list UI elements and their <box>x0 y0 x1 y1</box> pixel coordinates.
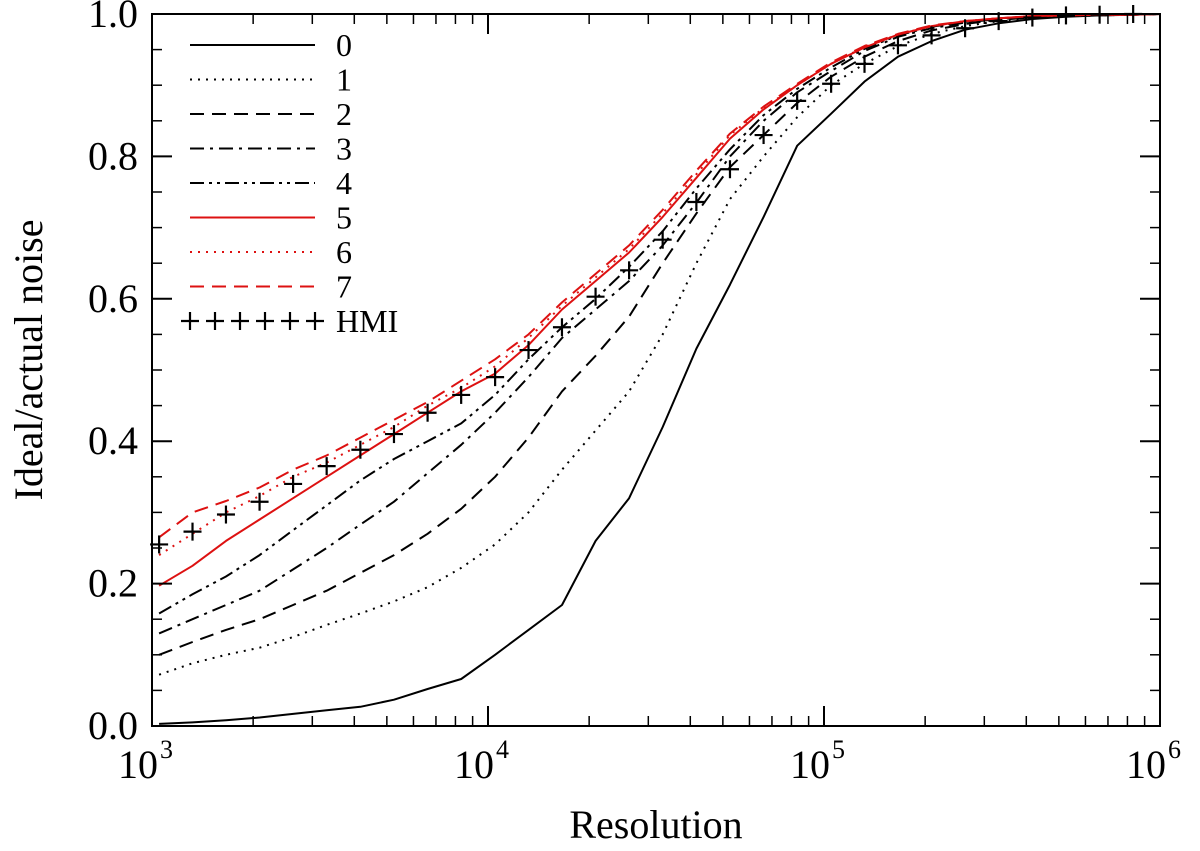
series-0-line <box>159 13 1161 725</box>
hmi-point <box>256 312 274 330</box>
x-tick-base: 10 <box>790 742 830 787</box>
hmi-point <box>956 19 975 38</box>
hmi-point <box>250 492 269 511</box>
legend-label: 5 <box>336 200 352 236</box>
hmi-point <box>855 54 874 73</box>
hmi-point <box>754 126 773 145</box>
y-tick-label: 1.0 <box>88 0 138 36</box>
legend-item-5: 5 <box>190 200 352 236</box>
legend-label: HMI <box>336 303 398 339</box>
x-tick-exponent: 5 <box>832 735 845 764</box>
legend-item-7: 7 <box>190 269 352 305</box>
y-tick-label: 0.6 <box>88 276 138 321</box>
legend-item-3: 3 <box>190 131 352 167</box>
axis-ticks: 0.00.20.40.60.81.010 3 10 4 10 5 10 6 <box>88 0 1181 787</box>
series-layer <box>150 5 1161 725</box>
x-tick-exponent: 6 <box>1168 735 1181 764</box>
y-tick-label: 0.8 <box>88 133 138 178</box>
hmi-point <box>281 312 299 330</box>
series-6-line <box>158 13 1161 556</box>
y-tick-label: 0.0 <box>88 703 138 748</box>
legend-item-0: 0 <box>190 27 352 63</box>
x-tick-base: 10 <box>1126 742 1166 787</box>
hmi-point <box>989 12 1008 31</box>
series-7-line <box>158 13 1161 539</box>
hmi-point <box>216 505 235 524</box>
hmi-point <box>586 287 605 306</box>
hmi-point <box>306 312 324 330</box>
legend-item-HMI: HMI <box>181 303 398 339</box>
x-tick-label: 10 3 <box>118 735 173 787</box>
legend-item-1: 1 <box>190 62 352 98</box>
y-tick-label: 0.4 <box>88 418 138 463</box>
hmi-point <box>552 318 571 337</box>
hmi-point <box>183 522 202 541</box>
hmi-point <box>822 74 841 93</box>
legend-label: 7 <box>336 269 352 305</box>
series-1-line <box>158 13 1161 676</box>
x-tick-base: 10 <box>118 742 158 787</box>
legend-label: 1 <box>336 62 352 98</box>
hmi-point <box>888 36 907 55</box>
x-tick-label: 10 6 <box>1126 735 1181 787</box>
series-2-line <box>158 13 1161 656</box>
hmi-point <box>486 368 505 387</box>
x-axis-label: Resolution <box>569 802 742 847</box>
hmi-point <box>452 385 471 404</box>
legend-label: 2 <box>336 96 352 132</box>
y-axis-label: Ideal/actual noise <box>6 220 51 501</box>
hmi-point <box>317 457 336 476</box>
legend-label: 6 <box>336 234 352 270</box>
hmi-point <box>620 261 639 280</box>
legend-label: 3 <box>336 131 352 167</box>
plot-frame <box>151 13 1161 727</box>
hmi-point <box>922 26 941 45</box>
hmi-point <box>720 160 739 179</box>
hmi-point <box>181 312 199 330</box>
x-tick-exponent: 3 <box>160 735 173 764</box>
x-tick-label: 10 5 <box>790 735 845 787</box>
hmi-point <box>351 440 370 459</box>
hmi-point <box>231 312 249 330</box>
hmi-point <box>1056 6 1075 25</box>
legend-item-2: 2 <box>190 96 352 132</box>
hmi-point <box>150 535 169 554</box>
x-tick-label: 10 4 <box>454 735 509 787</box>
hmi-point <box>687 192 706 211</box>
series-5-line <box>158 13 1161 587</box>
legend-label: 4 <box>336 165 352 201</box>
x-tick-exponent: 4 <box>496 735 509 764</box>
hmi-point <box>206 312 224 330</box>
legend-label: 0 <box>336 27 352 63</box>
hmi-point <box>384 425 403 444</box>
hmi-point <box>653 230 672 249</box>
series-3-line <box>158 13 1161 635</box>
x-tick-base: 10 <box>454 742 494 787</box>
hmi-point <box>788 91 807 110</box>
y-tick-label: 0.2 <box>88 561 138 606</box>
hmi-point <box>418 403 437 422</box>
hmi-point <box>519 341 538 360</box>
legend-item-6: 6 <box>190 234 352 270</box>
series-HMI-markers <box>150 5 1143 554</box>
hmi-point <box>284 474 303 493</box>
legend-item-4: 4 <box>190 165 352 201</box>
series-4-line <box>158 13 1161 615</box>
